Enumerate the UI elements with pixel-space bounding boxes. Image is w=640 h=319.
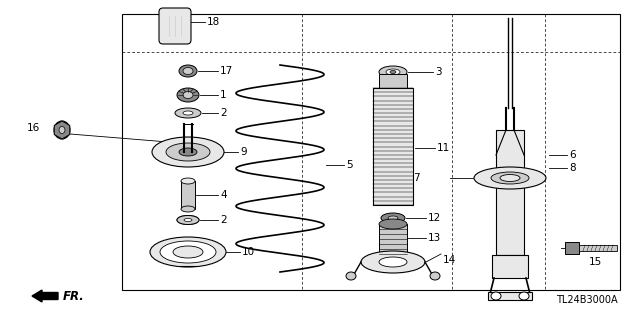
Text: 13: 13	[428, 233, 441, 243]
Ellipse shape	[59, 127, 65, 133]
Ellipse shape	[152, 137, 224, 167]
Ellipse shape	[160, 241, 216, 263]
Ellipse shape	[491, 292, 501, 300]
Ellipse shape	[181, 178, 195, 184]
Ellipse shape	[183, 92, 193, 99]
Text: 6: 6	[569, 150, 575, 160]
Ellipse shape	[184, 219, 192, 221]
Ellipse shape	[491, 172, 529, 184]
Bar	[579, 245, 617, 251]
Text: 2: 2	[220, 215, 227, 225]
Ellipse shape	[175, 108, 201, 118]
Ellipse shape	[181, 206, 195, 212]
Ellipse shape	[379, 66, 407, 78]
Ellipse shape	[150, 237, 226, 267]
Text: 10: 10	[242, 247, 255, 257]
Bar	[488, 292, 532, 300]
Ellipse shape	[519, 292, 529, 300]
Ellipse shape	[346, 272, 356, 280]
Text: 9: 9	[240, 147, 246, 157]
Ellipse shape	[386, 69, 400, 75]
Ellipse shape	[379, 257, 407, 267]
Text: 3: 3	[435, 67, 442, 77]
Text: 11: 11	[437, 143, 451, 153]
Bar	[492, 255, 528, 278]
Ellipse shape	[179, 65, 197, 77]
FancyBboxPatch shape	[379, 224, 407, 256]
Text: 14: 14	[443, 255, 456, 265]
Ellipse shape	[388, 216, 398, 220]
Text: 4: 4	[220, 190, 227, 200]
Ellipse shape	[54, 121, 70, 139]
Text: 16: 16	[27, 123, 40, 133]
Bar	[122, 14, 620, 290]
FancyArrow shape	[32, 290, 58, 302]
Ellipse shape	[183, 68, 193, 75]
Ellipse shape	[361, 251, 425, 273]
Ellipse shape	[177, 88, 199, 102]
Bar	[379, 74, 407, 88]
FancyBboxPatch shape	[181, 181, 195, 209]
Bar	[373, 88, 413, 205]
Bar	[496, 130, 524, 255]
Text: TL24B3000A: TL24B3000A	[556, 295, 618, 305]
Text: 18: 18	[207, 17, 220, 27]
FancyBboxPatch shape	[159, 8, 191, 44]
Text: 17: 17	[220, 66, 233, 76]
Text: 7: 7	[413, 173, 420, 183]
Text: 2: 2	[220, 108, 227, 118]
Ellipse shape	[390, 70, 396, 73]
Text: 15: 15	[588, 257, 602, 267]
Ellipse shape	[381, 213, 405, 223]
Polygon shape	[54, 121, 70, 139]
Text: FR.: FR.	[63, 290, 84, 302]
Ellipse shape	[179, 148, 197, 156]
Ellipse shape	[177, 216, 199, 225]
Text: 12: 12	[428, 213, 441, 223]
Ellipse shape	[379, 219, 407, 229]
Ellipse shape	[474, 167, 546, 189]
Ellipse shape	[173, 246, 203, 258]
FancyBboxPatch shape	[565, 242, 579, 254]
Ellipse shape	[430, 272, 440, 280]
Ellipse shape	[183, 111, 193, 115]
Text: 5: 5	[346, 160, 353, 170]
Ellipse shape	[166, 143, 210, 161]
Ellipse shape	[500, 174, 520, 182]
Text: 8: 8	[569, 163, 575, 173]
Text: 1: 1	[220, 90, 227, 100]
